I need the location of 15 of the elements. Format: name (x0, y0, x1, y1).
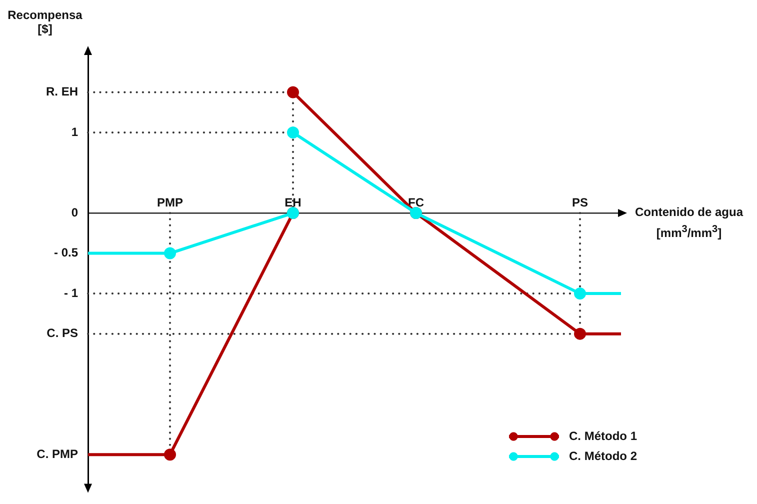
y-tick-label: 0 (71, 205, 78, 220)
x-tick-label: PS (572, 196, 588, 210)
y-tick-label: - 0.5 (54, 246, 78, 260)
y-tick-label: - 1 (64, 286, 78, 300)
y-tick-label: C. PS (46, 326, 78, 340)
legend-label: C. Método 2 (569, 449, 637, 463)
legend-label: C. Método 1 (569, 429, 637, 443)
x-axis-title: Contenido de agua [mm$^{3}$/mm$^{3}$] (634, 204, 744, 242)
x-tick-label: EH (284, 196, 302, 210)
x-tick-label: PMP (156, 196, 184, 210)
x-tick-label: FC (408, 196, 424, 210)
y-axis-title: Recompensa [$] (6, 8, 84, 36)
y-tick-label: 1 (71, 124, 78, 139)
y-tick-label: R. EH (46, 84, 78, 99)
y-tick-label: C. PMP (36, 446, 78, 461)
